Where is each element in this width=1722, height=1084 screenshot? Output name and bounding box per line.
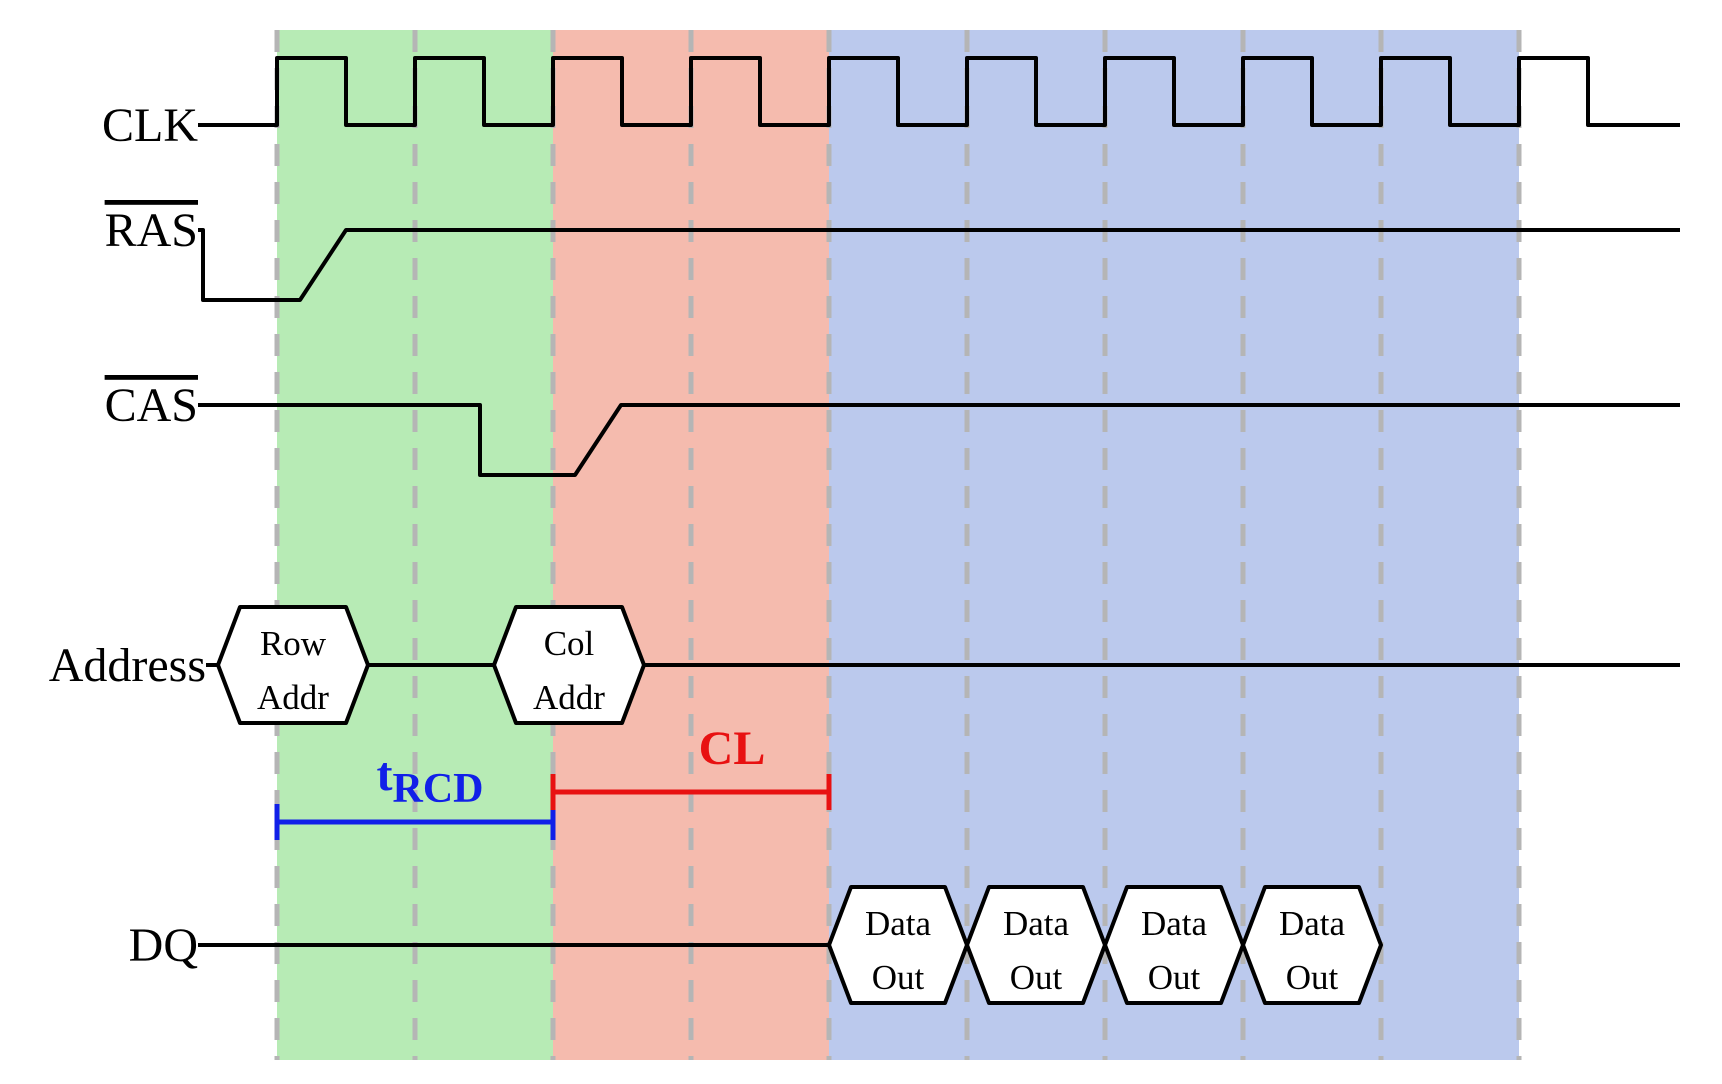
dq-bubble-3-label-top: Data bbox=[1279, 904, 1346, 943]
annotation-cl-label: CL bbox=[699, 722, 766, 775]
addr-bubble-0-label-bottom: Addr bbox=[257, 678, 329, 717]
addr-bubble-0-label-top: Row bbox=[260, 624, 327, 663]
dq-bubble-2-label-bottom: Out bbox=[1148, 958, 1201, 997]
label-clk: CLK bbox=[102, 99, 198, 152]
dq-bubble-0-label-bottom: Out bbox=[872, 958, 925, 997]
addr-bubble-1-label-top: Col bbox=[544, 624, 595, 663]
label-address: Address bbox=[49, 639, 206, 692]
label-ras: RAS bbox=[105, 204, 198, 257]
dq-bubble-1-label-bottom: Out bbox=[1010, 958, 1063, 997]
label-dq: DQ bbox=[129, 919, 198, 972]
dq-bubble-2-label-top: Data bbox=[1141, 904, 1208, 943]
dq-bubble-0-label-top: Data bbox=[865, 904, 932, 943]
dq-bubble-1-label-top: Data bbox=[1003, 904, 1070, 943]
dq-bubble-3-label-bottom: Out bbox=[1286, 958, 1339, 997]
addr-bubble-1-label-bottom: Addr bbox=[533, 678, 605, 717]
label-cas: CAS bbox=[105, 379, 198, 432]
dram-timing-diagram: CLK RAS CAS Address Row Addr Col Addr DQ Data Out D… bbox=[0, 0, 1722, 1084]
